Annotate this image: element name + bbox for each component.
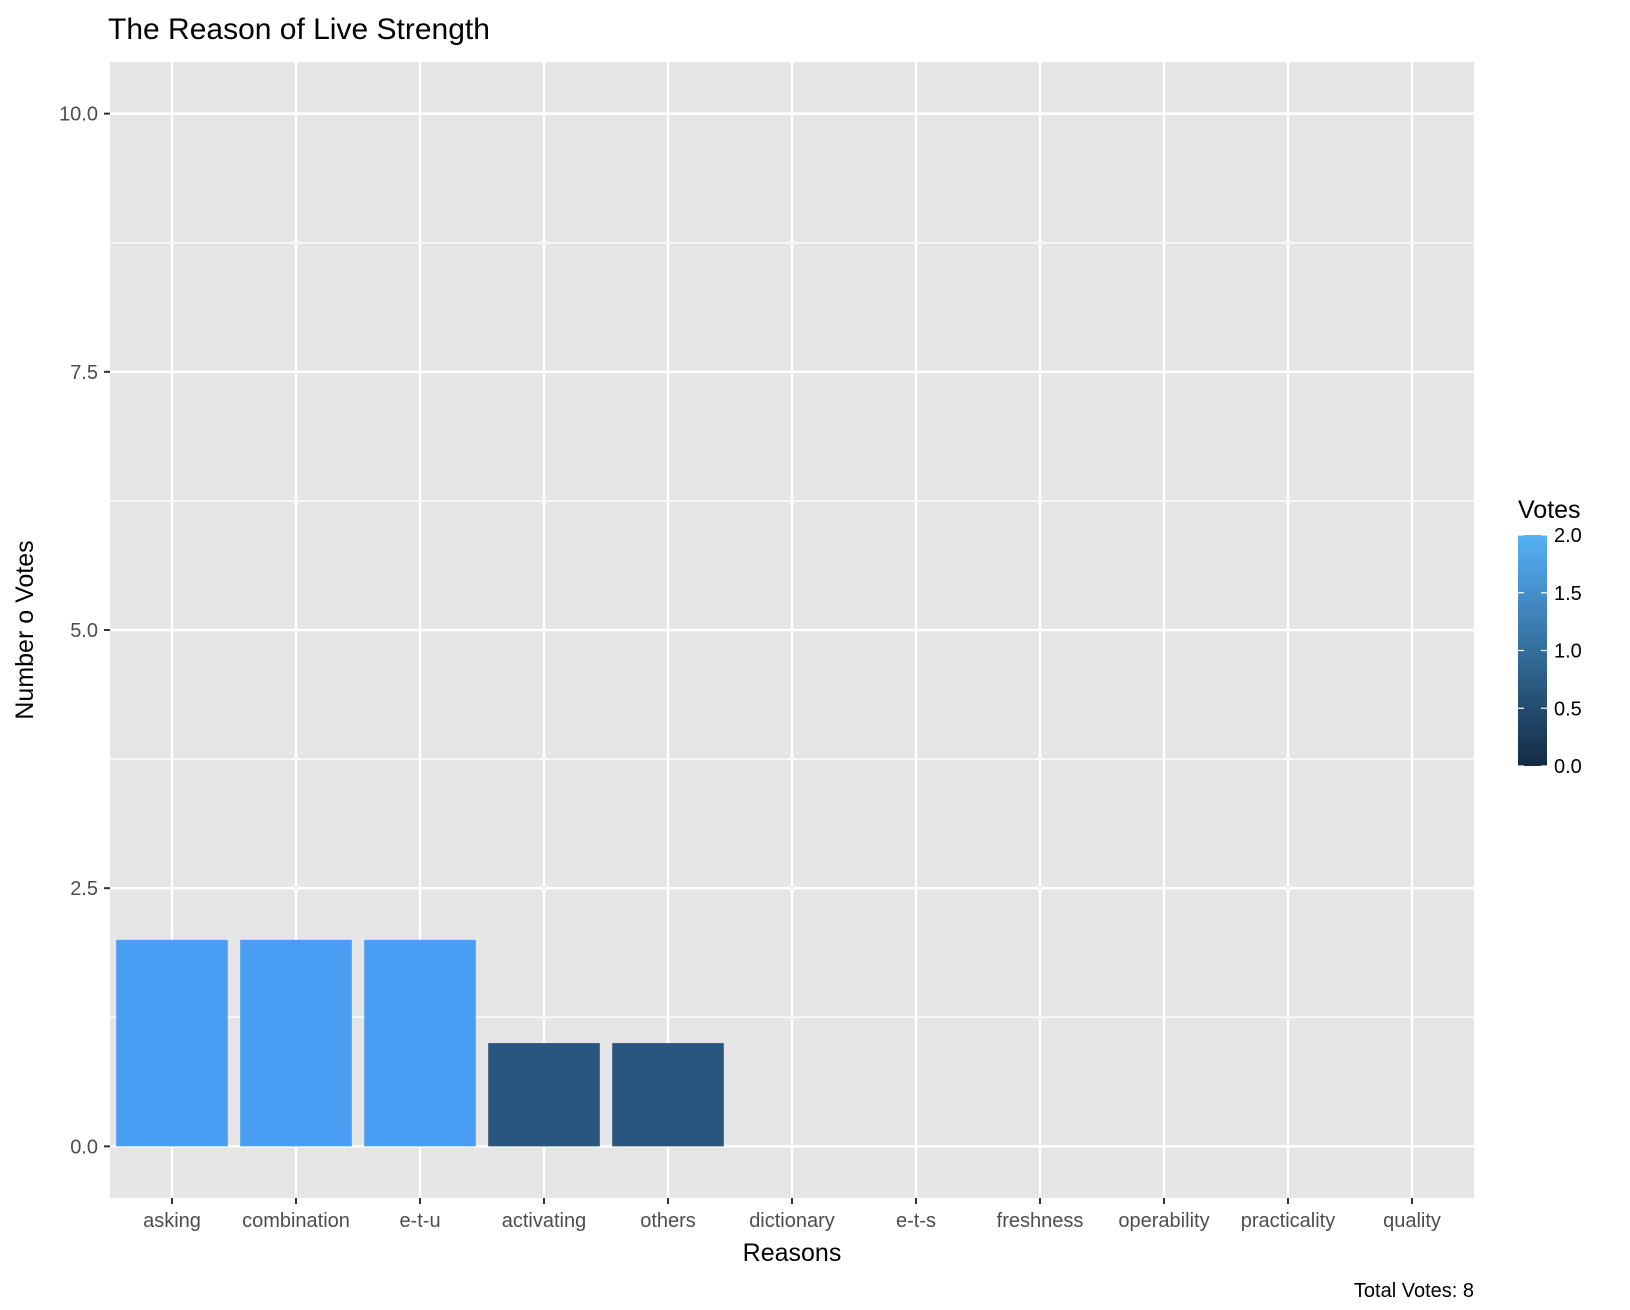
bar-e-t-u bbox=[364, 939, 476, 1147]
x-tick-label: combination bbox=[242, 1210, 350, 1232]
y-tick-label: 10.0 bbox=[59, 104, 98, 126]
axes: 0.0 2.5 5.0 7.5 10.0 asking combination e-t-u ac… bbox=[59, 104, 1441, 1232]
x-tick-label: operability bbox=[1118, 1210, 1209, 1232]
y-tick-label: 0.0 bbox=[70, 1136, 98, 1158]
bars bbox=[116, 939, 724, 1147]
legend-ticks: 0.0 0.5 1.0 1.5 2.0 bbox=[1518, 525, 1582, 778]
x-axis-title: Reasons bbox=[743, 1239, 842, 1267]
total-votes-caption: Total Votes: 8 bbox=[1354, 1280, 1474, 1302]
legend-tick-label: 0.0 bbox=[1554, 756, 1582, 778]
bar-asking bbox=[116, 939, 228, 1147]
legend-title: Votes bbox=[1518, 496, 1581, 524]
x-tick-label: activating bbox=[502, 1210, 587, 1232]
y-tick-label: 5.0 bbox=[70, 620, 98, 642]
bar-activating bbox=[488, 1043, 600, 1147]
bar-others bbox=[612, 1043, 724, 1147]
x-tick-label: practicality bbox=[1241, 1210, 1335, 1232]
x-tick-label: freshness bbox=[997, 1210, 1084, 1232]
y-tick-label: 2.5 bbox=[70, 878, 98, 900]
x-tick-label: quality bbox=[1383, 1210, 1441, 1232]
x-tick-label: asking bbox=[143, 1210, 201, 1232]
bar-combination bbox=[240, 939, 352, 1147]
legend: Votes 0.0 0.5 1.0 1.5 2.0 bbox=[1518, 496, 1582, 778]
legend-tick-label: 1.5 bbox=[1554, 583, 1582, 605]
x-tick-label: e-t-u bbox=[399, 1210, 440, 1232]
legend-tick-label: 2.0 bbox=[1554, 525, 1582, 547]
x-tick-label: e-t-s bbox=[896, 1210, 936, 1232]
x-tick-label: dictionary bbox=[749, 1210, 835, 1232]
chart-title: The Reason of Live Strength bbox=[108, 13, 490, 46]
legend-tick-label: 0.5 bbox=[1554, 698, 1582, 720]
x-tick-label: others bbox=[640, 1210, 696, 1232]
legend-tick-label: 1.0 bbox=[1554, 641, 1582, 663]
y-axis-title: Number o Votes bbox=[11, 540, 39, 719]
y-tick-label: 7.5 bbox=[70, 362, 98, 384]
